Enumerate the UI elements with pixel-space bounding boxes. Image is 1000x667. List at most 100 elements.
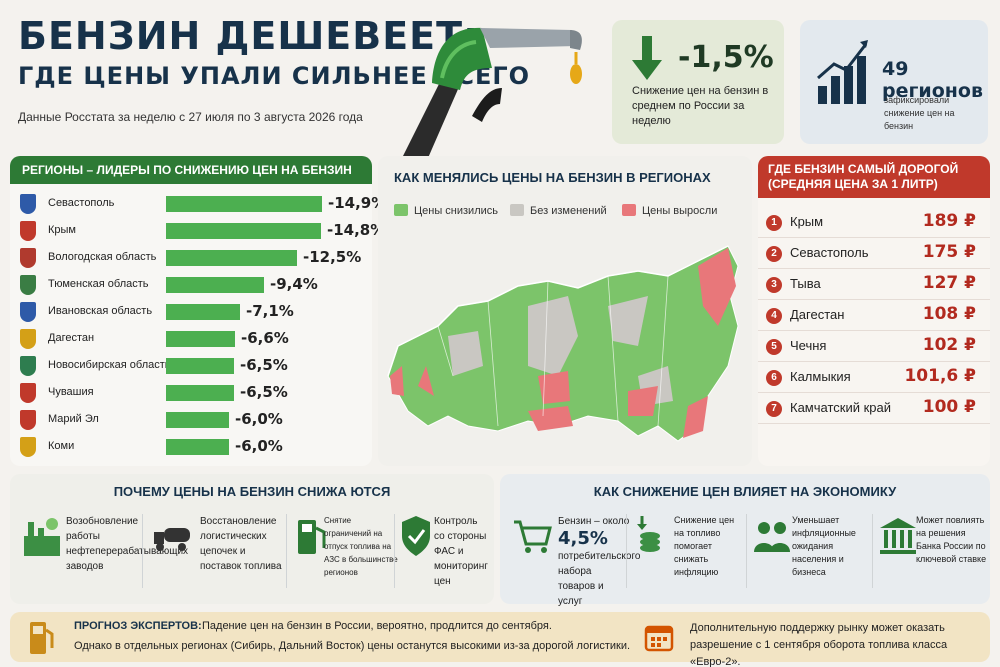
leader-bar [166, 250, 297, 266]
expensive-row: 2 Севастополь 175 ₽ [758, 239, 990, 269]
expensive-region-name: Крым [790, 214, 824, 229]
region-emblem-icon [20, 302, 36, 322]
divider [286, 514, 287, 588]
why-item-text: Возобновление работы нефтеперерабатывающ… [66, 516, 189, 572]
leader-name: Севастополь [48, 197, 115, 209]
source-note: Данные Росстата за неделю с 27 июля по 3… [18, 110, 363, 124]
forecast-line-1: Падение цен на бензин в России, вероятно… [202, 620, 552, 632]
region-emblem-icon [20, 194, 36, 214]
leader-name: Крым [48, 224, 76, 236]
why-item-text: Снятие ограничений на отпуск топлива на … [324, 516, 398, 577]
leader-row: Ивановская область -7,1% [10, 300, 372, 324]
leader-value: -6,5% [240, 383, 288, 401]
rank-badge: 6 [766, 370, 782, 386]
rank-badge: 7 [766, 401, 782, 417]
leader-value: -6,0% [235, 437, 283, 455]
divider [626, 514, 627, 588]
shopping-cart-icon [514, 520, 552, 553]
rank-badge: 5 [766, 339, 782, 355]
fuel-pump-icon [30, 622, 54, 654]
leader-value: -9,4% [270, 275, 318, 293]
leader-bar [166, 385, 234, 401]
expensive-row: 7 Камчатский край 100 ₽ [758, 394, 990, 424]
why-item-text: Контроль со стороны ФАС и мониторинг цен [434, 516, 488, 587]
leader-name: Коми [48, 440, 75, 452]
forecast-label: ПРОГНОЗ ЭКСПЕРТОВ: [74, 620, 202, 632]
expensive-price: 127 ₽ [922, 273, 976, 293]
leader-bar [166, 331, 235, 347]
legend-label: Цены снизились [414, 205, 498, 217]
leader-row: Тюменская область -9,4% [10, 273, 372, 297]
leaders-panel: РЕГИОНЫ – ЛИДЕРЫ ПО СНИЖЕНИЮ ЦЕН НА БЕНЗ… [10, 156, 386, 466]
average-drop-card: -1,5% Снижение цен на бензин в среднем п… [612, 20, 784, 144]
leader-name: Тюменская область [48, 278, 149, 290]
legend-label: Без изменений [530, 205, 607, 217]
why-panel: ПОЧЕМУ ЦЕНЫ НА БЕНЗИН СНИЖА ЮТСЯ Возобно… [10, 474, 494, 604]
leader-value: -12,5% [303, 248, 362, 266]
economy-item-desc: потребительского набора товаров и услуг [558, 551, 641, 607]
leader-bar [166, 223, 321, 239]
leader-row: Дагестан -6,6% [10, 327, 372, 351]
page-title: БЕНЗИН ДЕШЕВЕЕТ: [18, 14, 480, 58]
region-emblem-icon [20, 410, 36, 430]
expensive-title: ГДЕ БЕНЗИН САМЫЙ ДОРОГОЙ (СРЕДНЯЯ ЦЕНА З… [758, 156, 990, 198]
shield-check-icon [402, 516, 430, 556]
growth-chart-icon [817, 40, 868, 104]
expensive-region-name: Тыва [790, 276, 821, 291]
map-title: КАК МЕНЯЛИСЬ ЦЕНЫ НА БЕНЗИН В РЕГИОНАХ [394, 170, 711, 185]
economy-title: КАК СНИЖЕНИЕ ЦЕН ВЛИЯЕТ НА ЭКОНОМИКУ [593, 484, 897, 499]
expensive-row: 1 Крым 189 ₽ [758, 208, 990, 238]
expensive-row: 6 Калмыкия 101,6 ₽ [758, 363, 990, 393]
region-emblem-icon [20, 221, 36, 241]
economy-item-text: Уменьшает инфляционные ожидания населени… [792, 515, 856, 577]
leader-row: Коми -6,0% [10, 435, 372, 459]
divider [142, 514, 143, 588]
legend-item-decreased: Цены снизились [394, 204, 498, 217]
leader-value: -6,6% [241, 329, 289, 347]
expensive-row: 3 Тыва 127 ₽ [758, 270, 990, 300]
expensive-region-name: Камчатский край [790, 400, 891, 415]
leader-row: Чувашия -6,5% [10, 381, 372, 405]
region-emblem-icon [20, 356, 36, 376]
fuel-nozzle-illustration [402, 27, 582, 158]
expensive-price: 175 ₽ [922, 242, 976, 262]
leader-value: -14,8% [327, 221, 386, 239]
leader-bar [166, 439, 229, 455]
economy-item-value: 4,5% [558, 528, 608, 549]
economy-item-text: Снижение цен на топливо помогает снижать… [674, 515, 735, 577]
leader-name: Дагестан [48, 332, 95, 344]
forecast-line-2: Однако в отдельных регионах (Сибирь, Дал… [74, 640, 631, 652]
leader-row: Марий Эл -6,0% [10, 408, 372, 432]
region-emblem-icon [20, 275, 36, 295]
economy-item-pre: Бензин – около [558, 516, 630, 527]
rank-badge: 1 [766, 215, 782, 231]
expensive-price: 108 ₽ [922, 304, 976, 324]
leader-bar [166, 358, 234, 374]
leader-name: Вологодская область [48, 251, 157, 263]
coins-down-icon [637, 516, 660, 552]
legend-swatch [510, 204, 524, 216]
rank-badge: 4 [766, 308, 782, 324]
russia-regions-map [387, 245, 739, 442]
legend-swatch [622, 204, 636, 216]
region-emblem-icon [20, 248, 36, 268]
leader-bar [166, 304, 240, 320]
arrow-down-icon [632, 36, 662, 80]
region-emblem-icon [20, 329, 36, 349]
leader-row: Вологодская область -12,5% [10, 246, 372, 270]
regions-count-card: 49 регионов зафиксировали снижение цен н… [800, 20, 988, 144]
average-drop-description: Снижение цен на бензин в среднем по Росс… [632, 85, 769, 127]
forecast-panel: ПРОГНОЗ ЭКСПЕРТОВ: Падение цен на бензин… [10, 612, 990, 667]
leader-value: -7,1% [246, 302, 294, 320]
leaders-title: РЕГИОНЫ – ЛИДЕРЫ ПО СНИЖЕНИЮ ЦЕН НА БЕНЗ… [10, 156, 372, 184]
region-emblem-icon [20, 437, 36, 457]
leader-bar [166, 277, 264, 293]
divider [746, 514, 747, 588]
region-emblem-icon [20, 383, 36, 403]
leader-value: -14,9% [328, 194, 387, 212]
leader-value: -6,0% [235, 410, 283, 428]
calendar-icon [644, 625, 674, 652]
legend-item-increased: Цены выросли [622, 204, 717, 217]
expensive-row: 4 Дагестан 108 ₽ [758, 301, 990, 331]
forecast-note: Дополнительную поддержку рынку может ока… [690, 622, 948, 667]
